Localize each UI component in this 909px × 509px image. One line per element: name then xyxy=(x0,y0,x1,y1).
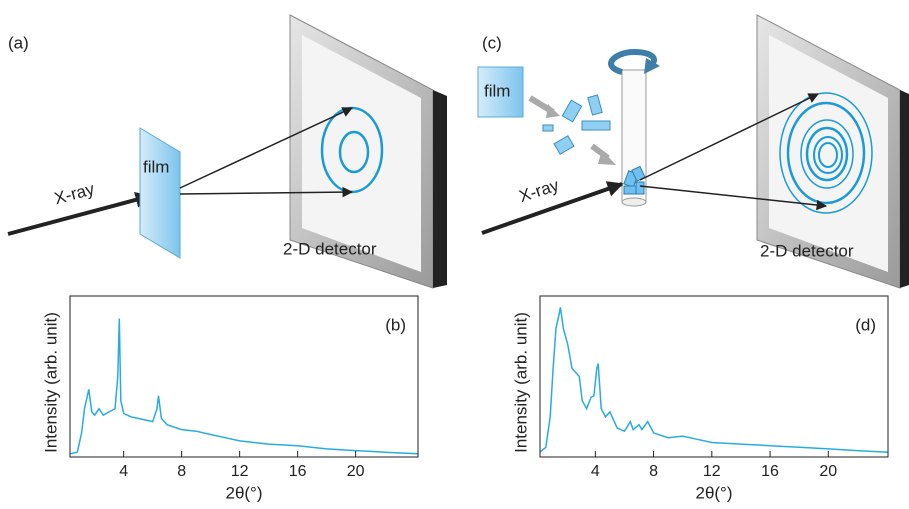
x-tick-label: 16 xyxy=(761,463,779,480)
x-axis-label: 2θ(°) xyxy=(225,483,262,502)
x-tick-label: 12 xyxy=(231,463,249,480)
panel-label: (b) xyxy=(385,315,406,334)
charts: 4 8 12 16 20 2θ(°) Intensity (arb. unit) (b) 4 8 1… xyxy=(41,296,888,502)
sample-label: film xyxy=(143,157,169,176)
x-tick-label: 8 xyxy=(649,463,658,480)
figure: (a) film X-ray 2-D detector (c) film xyxy=(0,0,909,509)
detector-side xyxy=(900,90,909,288)
diagram-a: (a) film X-ray 2-D detector xyxy=(8,15,447,288)
panel-label: (d) xyxy=(855,315,876,334)
beam-label: X-ray xyxy=(52,179,97,208)
detector-label: 2-D detector xyxy=(760,241,854,260)
beam-label: X-ray xyxy=(517,175,562,206)
arrow xyxy=(546,104,560,118)
y-axis-label: Intensity (arb. unit) xyxy=(41,312,60,453)
film xyxy=(140,128,180,258)
capillary-end xyxy=(622,198,646,206)
plot-frame xyxy=(540,296,888,457)
y-axis-label: Intensity (arb. unit) xyxy=(511,312,530,453)
diagram-c: (c) film xyxy=(478,15,909,288)
x-tick-label: 16 xyxy=(289,463,307,480)
plot-frame xyxy=(70,296,418,457)
detector-label: 2-D detector xyxy=(283,239,377,258)
x-tick-label: 8 xyxy=(177,463,186,480)
x-tick-label: 20 xyxy=(819,463,837,480)
x-tick-label: 20 xyxy=(347,463,365,480)
x-axis-label: 2θ(°) xyxy=(695,483,732,502)
data-line xyxy=(540,307,888,452)
film-pieces xyxy=(543,95,610,154)
x-tick-label: 4 xyxy=(119,463,128,480)
panel-label: (a) xyxy=(8,33,29,52)
panel-label: (c) xyxy=(482,33,502,52)
x-tick-label: 12 xyxy=(703,463,721,480)
x-tick-label: 4 xyxy=(591,463,600,480)
sample-label: film xyxy=(484,81,510,100)
detector-side xyxy=(433,90,447,288)
data-line xyxy=(70,319,418,454)
